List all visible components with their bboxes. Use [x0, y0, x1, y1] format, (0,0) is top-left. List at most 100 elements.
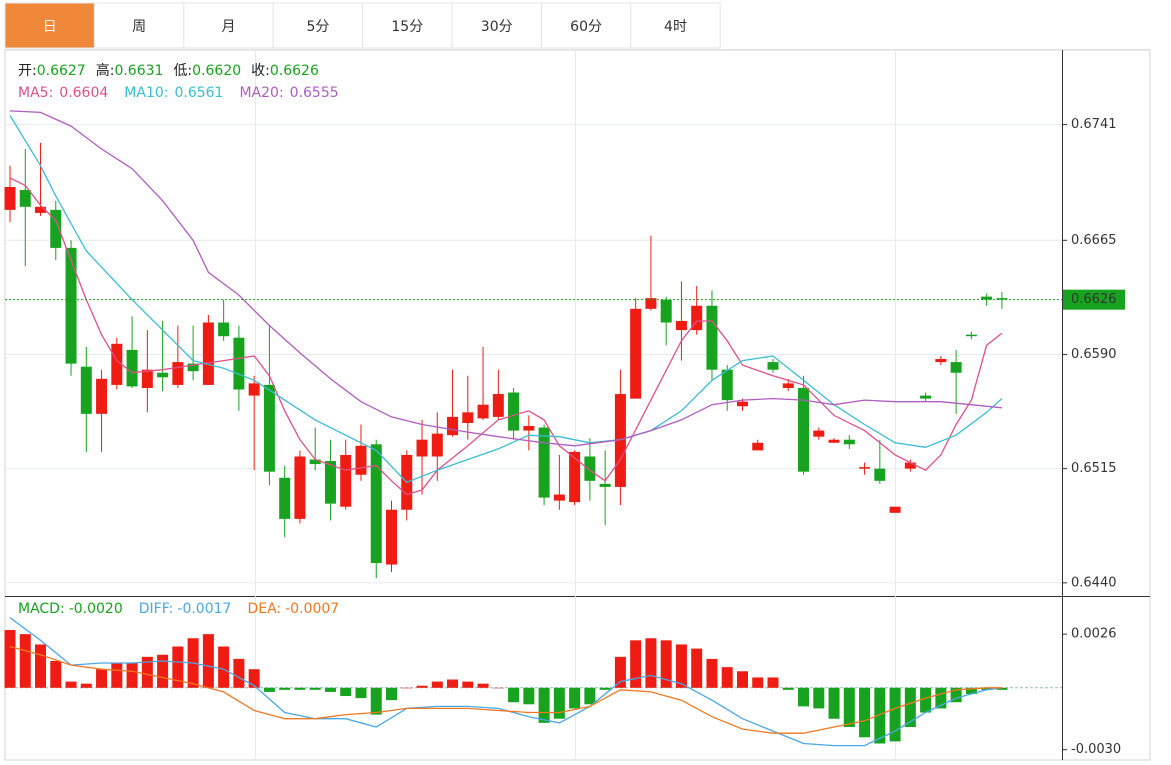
- macd-bar: [859, 687, 871, 738]
- macd-bar: [904, 687, 916, 727]
- last-price-box: [1063, 289, 1125, 310]
- macd-bar: [981, 687, 993, 690]
- candle-body: [431, 433, 443, 457]
- candle-body: [904, 462, 916, 469]
- macd-bar: [294, 687, 306, 690]
- macd-bar: [889, 687, 901, 742]
- candle-body: [233, 337, 245, 390]
- candle-body: [645, 298, 657, 309]
- macd-bar: [263, 687, 275, 692]
- macd-bar: [492, 687, 504, 689]
- candle-body: [614, 394, 626, 487]
- y-tick-label: 0.6590: [1071, 347, 1117, 362]
- macd-bar: [614, 656, 626, 688]
- macd-bar: [172, 646, 184, 688]
- candle-body: [19, 190, 31, 207]
- macd-line: [9, 645, 1002, 734]
- candle-body: [172, 362, 184, 385]
- candle-body: [874, 468, 886, 481]
- tab[interactable]: 5分: [272, 2, 364, 49]
- candle-body: [660, 299, 672, 323]
- macd-bar: [157, 654, 169, 688]
- macd-bar: [35, 644, 47, 688]
- legend-text: -0.0020: [69, 601, 123, 617]
- ma-line: [9, 115, 1003, 484]
- macd-bar: [828, 687, 840, 719]
- ma-line: [9, 177, 1003, 496]
- legend-text: -0.0017: [177, 601, 231, 617]
- macd-bar: [874, 687, 886, 744]
- candle-body: [843, 439, 855, 445]
- tab-label: 15分: [391, 19, 423, 35]
- macd-bar: [386, 687, 397, 701]
- macd-bar: [584, 687, 596, 705]
- macd-bar: [599, 687, 611, 690]
- candle-body: [889, 506, 901, 513]
- tab[interactable]: 60分: [540, 2, 632, 49]
- macd-bar: [645, 638, 657, 688]
- candle-body: [324, 461, 336, 504]
- candle-body: [553, 494, 565, 501]
- candle-body: [813, 430, 825, 437]
- macd-bar: [630, 640, 642, 688]
- candle-body: [80, 366, 92, 414]
- macd-bar: [675, 644, 687, 688]
- macd-bar: [218, 646, 230, 688]
- tab-label: 30分: [481, 19, 513, 35]
- macd-bar: [813, 687, 825, 709]
- y-tick-label: -0.0030: [1071, 742, 1121, 757]
- macd-bar: [126, 663, 138, 688]
- candle-body: [950, 362, 962, 373]
- candle-body: [798, 387, 810, 472]
- y-tick-label: 0.6515: [1071, 461, 1117, 476]
- macd-bar: [660, 640, 672, 688]
- macd-bar: [691, 648, 703, 688]
- macd-bar: [370, 687, 382, 715]
- y-tick-label: 0.6440: [1071, 575, 1117, 590]
- candle-body: [920, 395, 932, 399]
- tab[interactable]: 15分: [362, 2, 453, 49]
- candle-body: [828, 439, 840, 443]
- y-tick-label: 0.6665: [1071, 233, 1117, 248]
- candle-body: [859, 467, 871, 469]
- legend-text: 0.6555: [290, 85, 339, 101]
- tab-bg: [630, 2, 721, 49]
- tab[interactable]: 4时: [630, 2, 721, 49]
- legend-text: 收:: [251, 63, 270, 79]
- candle-body: [157, 372, 169, 378]
- tab[interactable]: 日: [4, 2, 95, 49]
- candle-body: [187, 363, 199, 372]
- macd-bar: [355, 687, 367, 699]
- legend-text: MA5:: [18, 85, 53, 101]
- legend-text: MACD:: [18, 601, 65, 617]
- macd-bar: [248, 669, 260, 688]
- candle-body: [111, 343, 123, 385]
- macd-bar: [736, 671, 748, 688]
- candle-body: [35, 206, 47, 213]
- macd-bar: [340, 687, 352, 697]
- legend-text: MA20:: [239, 85, 283, 101]
- candle-body: [355, 445, 367, 475]
- tab-label: 周: [132, 19, 146, 35]
- candle-body: [935, 359, 947, 363]
- tab[interactable]: 月: [183, 2, 274, 49]
- y-tick-label: 0.0026: [1071, 627, 1117, 642]
- candle-body: [96, 378, 108, 414]
- legend-text: 开:: [18, 63, 37, 79]
- tab-label: 日: [43, 19, 57, 35]
- candle-body: [447, 416, 459, 436]
- candle-body: [996, 298, 1008, 300]
- tab-bg: [272, 2, 364, 49]
- macd-bar: [538, 687, 550, 723]
- macd-bar: [843, 687, 855, 727]
- candle-body: [4, 187, 16, 210]
- legend-text: -0.0007: [285, 601, 339, 617]
- tab[interactable]: 30分: [451, 2, 542, 49]
- tab[interactable]: 周: [93, 2, 185, 49]
- candle-body: [65, 247, 77, 364]
- y-tick-label: 0.6741: [1071, 117, 1117, 132]
- tab-label: 月: [222, 19, 236, 35]
- candle-body: [141, 369, 153, 388]
- macd-bar: [401, 687, 413, 689]
